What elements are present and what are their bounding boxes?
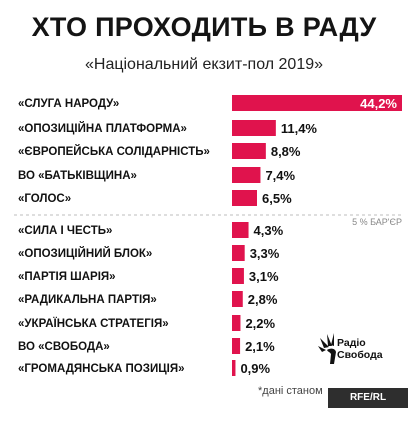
bar [232,315,241,331]
value-label: 2,2% [245,316,275,331]
bar [232,222,249,238]
bar [232,190,257,206]
category-label: «СИЛА І ЧЕСТЬ» [18,225,112,237]
category-label: «ГОЛОС» [18,193,71,205]
credit-badge: RFE/RL Graphics [328,388,408,423]
value-label: 2,8% [248,292,278,307]
bar [232,95,402,111]
category-label: ВО «БАТЬКІВЩИНА» [18,170,137,182]
category-label: «РАДИКАЛЬНА ПАРТІЯ» [18,294,157,306]
chart-title: ХТО ПРОХОДИТЬ В РАДУ [31,12,377,42]
bar [232,245,245,261]
value-label: 2,1% [245,339,275,354]
category-label: «СЛУГА НАРОДУ» [18,98,119,110]
category-label: «ОПОЗИЦІЙНИЙ БЛОК» [18,247,152,260]
bar [232,143,266,159]
value-label: 44,2% [360,96,397,111]
value-label: 7,4% [265,168,295,183]
category-label: «ЄВРОПЕЙСЬКА СОЛІДАРНІСТЬ» [18,145,210,158]
footnote: *дані станом на 20:00 [258,385,324,397]
category-label: «ГРОМАДЯНСЬКА ПОЗИЦІЯ» [18,363,184,375]
bar [232,268,244,284]
threshold-label: 5 % БАР'ЄР [352,217,402,227]
logo-line-2: Свобода [337,349,383,361]
bar [232,291,243,307]
category-label: «ОПОЗИЦІЙНА ПЛАТФОРМА» [18,122,187,135]
value-label: 11,4% [281,121,318,136]
category-label: «ПАРТІЯ ШАРІЯ» [18,271,116,283]
category-label: «УКРАЇНСЬКА СТРАТЕГІЯ» [18,317,169,330]
value-label: 6,5% [262,191,292,206]
value-label: 3,3% [250,246,280,261]
value-label: 3,1% [249,269,279,284]
value-label: 0,9% [240,361,270,376]
bar-chart: «СЛУГА НАРОДУ» 44,2% «ОПОЗИЦІЙНА ПЛАТФОРМА… [14,95,402,376]
logo-line-1: Радіо [337,337,366,349]
bar [232,167,261,183]
bar [232,338,241,354]
category-label: ВО «СВОБОДА» [18,341,110,353]
value-label: 4,3% [254,223,284,238]
bar [232,120,276,136]
chart-subtitle: «Національний екзит-пол 2019» [84,56,324,73]
radio-svoboda-logo-icon [318,333,336,364]
value-label: 8,8% [271,144,301,159]
bar [232,360,236,376]
logo-text: Радіо Свобода [337,337,383,361]
